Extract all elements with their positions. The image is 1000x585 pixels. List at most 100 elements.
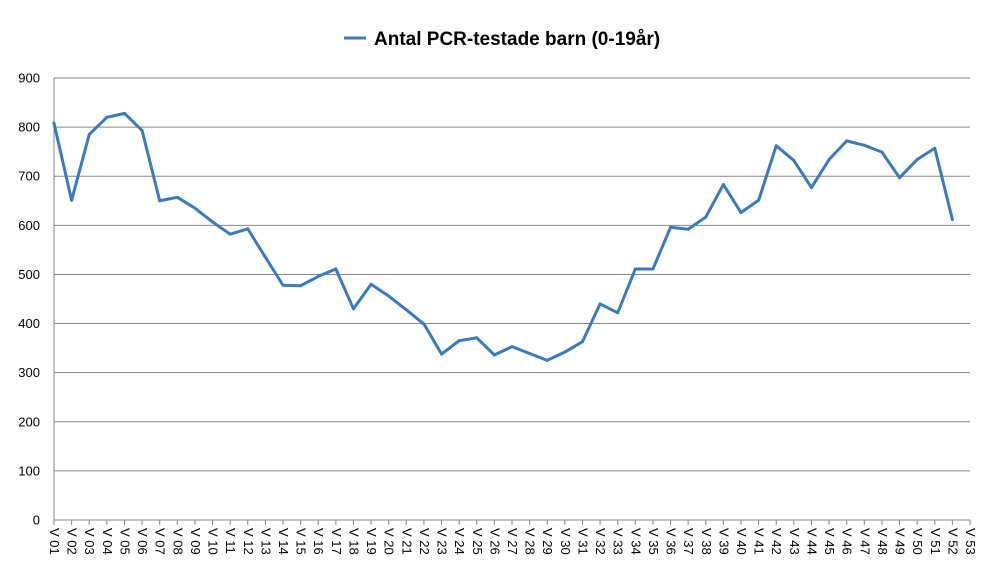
x-tick-label: V 41 (752, 528, 767, 555)
x-tick-label: V 34 (628, 528, 643, 555)
data-point (774, 144, 778, 148)
data-point (422, 322, 426, 326)
y-tick-label: 700 (18, 169, 40, 184)
y-axis-tick-labels: 0 100 200 300 400 500 600 700 800 900 (18, 71, 40, 528)
y-tick-label: 100 (18, 463, 40, 478)
x-tick-label: V 36 (664, 528, 679, 555)
data-point (105, 115, 109, 119)
x-tick-label: V 40 (734, 528, 749, 555)
x-tick-label: V 03 (82, 528, 97, 555)
x-tick-label: V 22 (417, 528, 432, 555)
x-tick-label: V 52 (945, 528, 960, 555)
x-tick-label: V 05 (117, 528, 132, 555)
x-tick-label: V 39 (716, 528, 731, 555)
legend: Antal PCR-testade barn (0-19år) (344, 29, 660, 50)
data-point (580, 340, 584, 344)
data-point (457, 339, 461, 343)
x-tick-label: V 12 (241, 528, 256, 555)
x-tick-label: V 28 (523, 528, 538, 555)
data-point (334, 267, 338, 271)
x-tick-label: V 53 (963, 528, 978, 555)
x-tick-label: V 37 (681, 528, 696, 555)
x-tick-label: V 01 (47, 528, 62, 555)
data-point (669, 225, 673, 229)
data-point (158, 199, 162, 203)
data-point (52, 121, 56, 125)
data-point (915, 158, 919, 162)
data-point (492, 353, 496, 357)
data-point (263, 255, 267, 259)
data-point (140, 129, 144, 133)
data-point (387, 294, 391, 298)
x-tick-label: V 13 (258, 528, 273, 555)
data-point (898, 176, 902, 180)
x-tick-label: V 43 (787, 528, 802, 555)
data-point (757, 198, 761, 202)
x-tick-label: V 26 (487, 528, 502, 555)
legend-label: Antal PCR-testade barn (0-19år) (374, 29, 660, 50)
data-point (704, 215, 708, 219)
x-tick-label: V 16 (311, 528, 326, 555)
y-tick-label: 500 (18, 267, 40, 282)
data-point (281, 283, 285, 287)
data-point (651, 267, 655, 271)
axes (53, 78, 970, 521)
data-point (545, 358, 549, 362)
series-layer (52, 111, 954, 362)
y-tick-label: 200 (18, 414, 40, 429)
y-tick-label: 0 (33, 513, 40, 528)
x-tick-label: V 33 (611, 528, 626, 555)
x-tick-label: V 48 (875, 528, 890, 555)
data-point (950, 217, 954, 221)
x-tick-label: V 19 (364, 528, 379, 555)
data-point (122, 111, 126, 115)
data-point (563, 350, 567, 354)
data-point (299, 284, 303, 288)
x-tick-label: V 10 (206, 528, 221, 555)
x-tick-label: V 42 (769, 528, 784, 555)
x-tick-label: V 46 (840, 528, 855, 555)
data-point (845, 139, 849, 143)
x-tick-label: V 23 (435, 528, 450, 555)
data-point (369, 282, 373, 286)
x-tick-label: V 15 (294, 528, 309, 555)
x-tick-label: V 21 (399, 528, 414, 555)
gridlines (54, 77, 970, 472)
x-tick-label: V 30 (558, 528, 573, 555)
x-tick-label: V 17 (329, 528, 344, 555)
data-point (87, 132, 91, 136)
data-point (351, 307, 355, 311)
data-point (175, 195, 179, 199)
data-point (404, 308, 408, 312)
x-tick-label: V 20 (382, 528, 397, 555)
x-tick-label: V 08 (170, 528, 185, 555)
x-tick-label: V 09 (188, 528, 203, 555)
x-tick-label: V 14 (276, 528, 291, 555)
x-tick-label: V 04 (100, 528, 115, 555)
data-point (475, 336, 479, 340)
x-tick-label: V 24 (452, 528, 467, 555)
data-point (228, 232, 232, 236)
data-point (686, 227, 690, 231)
series-line (52, 111, 954, 362)
data-point (827, 158, 831, 162)
data-point (211, 220, 215, 224)
x-tick-label: V 35 (646, 528, 661, 555)
data-point (528, 352, 532, 356)
data-point (792, 159, 796, 163)
x-tick-label: V 11 (223, 528, 238, 554)
x-tick-label: V 06 (135, 528, 150, 555)
x-tick-label: V 51 (928, 528, 943, 555)
data-point (70, 198, 74, 202)
data-point (193, 206, 197, 210)
y-tick-label: 400 (18, 316, 40, 331)
x-tick-label: V 50 (910, 528, 925, 555)
data-point (633, 267, 637, 271)
data-point (721, 183, 725, 187)
data-point (809, 186, 813, 190)
data-point (933, 146, 937, 150)
x-tick-label: V 27 (505, 528, 520, 555)
data-point (316, 274, 320, 278)
x-tick-label: V 07 (153, 528, 168, 555)
